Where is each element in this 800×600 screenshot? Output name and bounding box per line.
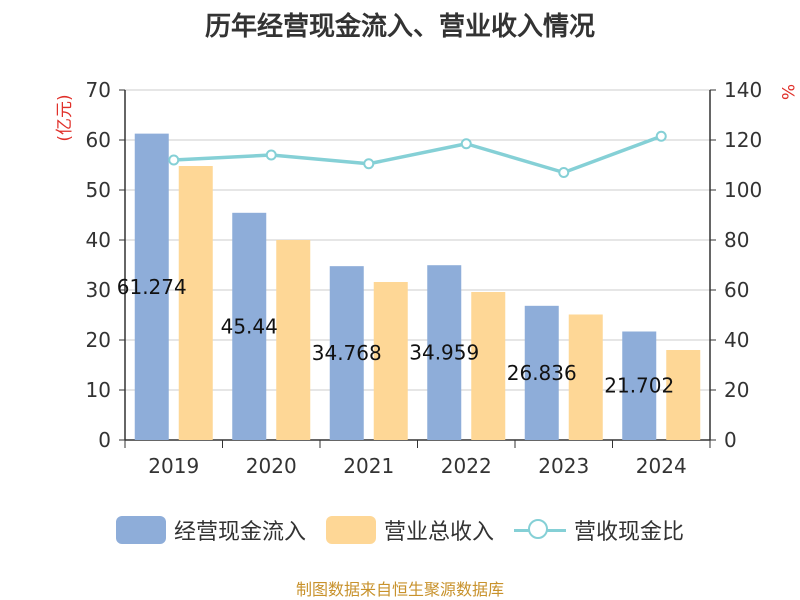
bar-revenue <box>666 350 701 440</box>
x-tick-label: 2023 <box>538 454 589 478</box>
data-label-cash-inflow: 45.44 <box>221 314 278 338</box>
source-note: 制图数据来自恒生聚源数据库 <box>295 580 504 599</box>
y-left-tick-label: 10 <box>86 378 111 402</box>
line-ratio <box>173 134 662 175</box>
bar-revenue <box>568 314 603 440</box>
bar-cash-inflow <box>622 331 657 440</box>
bar-cash-inflow <box>329 266 364 440</box>
y-right-tick-label: 80 <box>724 228 749 252</box>
y-left-tick-label: 60 <box>86 128 111 152</box>
y-right-tick-label: 20 <box>724 378 749 402</box>
legend-item-revenue[interactable]: 营业总收入 <box>325 514 494 546</box>
point-ratio <box>558 167 570 178</box>
bar-cash-inflow <box>427 265 462 440</box>
y-left-tick-label: 40 <box>86 228 111 252</box>
x-tick-label: 2024 <box>636 454 687 478</box>
bar-cash-inflow <box>232 212 267 440</box>
y-right-tick-label: 100 <box>724 178 762 202</box>
legend-swatch-cash-inflow <box>115 516 166 544</box>
y-left-tick-label: 0 <box>98 428 111 452</box>
legend-swatch-ratio <box>514 516 566 544</box>
y-right-axis-label: % <box>777 84 797 100</box>
x-tick-label: 2022 <box>441 454 492 478</box>
y-left-tick-label: 70 <box>86 78 111 102</box>
bar-cash-inflow <box>524 305 559 440</box>
y-left-tick-label: 30 <box>86 278 111 302</box>
x-tick-label: 2019 <box>148 454 199 478</box>
legend: 经营现金流入 营业总收入 营收现金比 <box>0 514 800 546</box>
y-right-tick-label: 60 <box>724 278 749 302</box>
point-ratio <box>265 149 277 161</box>
data-label-cash-inflow: 34.959 <box>409 341 479 365</box>
y-right-tick-label: 120 <box>724 128 762 152</box>
data-label-cash-inflow: 26.836 <box>507 361 577 385</box>
bar-revenue <box>276 240 311 440</box>
legend-label-ratio: 营收现金比 <box>574 520 685 545</box>
legend-label-cash-inflow: 经营现金流入 <box>173 520 306 545</box>
bar-cash-inflow <box>134 133 169 440</box>
bar-revenue <box>178 166 213 440</box>
legend-label-revenue: 营业总收入 <box>383 520 494 545</box>
bar-revenue <box>373 282 408 440</box>
data-label-cash-inflow: 61.274 <box>117 275 187 299</box>
y-right-tick-label: 140 <box>724 78 762 102</box>
bar-revenue <box>471 292 506 440</box>
point-ratio <box>363 158 375 170</box>
x-tick-label: 2020 <box>246 454 297 478</box>
y-left-tick-label: 20 <box>86 328 111 352</box>
y-right-tick-label: 40 <box>724 328 749 352</box>
chart-title: 历年经营现金流入、营业收入情况 <box>204 12 595 42</box>
legend-item-ratio[interactable]: 营收现金比 <box>514 514 684 546</box>
y-left-axis-label: (亿元) <box>55 94 75 141</box>
point-ratio <box>460 138 472 150</box>
x-tick-label: 2021 <box>343 454 394 478</box>
legend-item-cash-inflow[interactable]: 经营现金流入 <box>115 514 306 546</box>
data-label-cash-inflow: 21.702 <box>604 374 674 398</box>
legend-swatch-revenue <box>325 516 376 544</box>
data-label-cash-inflow: 34.768 <box>312 341 382 365</box>
point-ratio <box>655 130 667 142</box>
point-ratio <box>168 154 180 166</box>
y-right-tick-label: 0 <box>724 428 737 452</box>
y-left-tick-label: 50 <box>86 178 111 202</box>
